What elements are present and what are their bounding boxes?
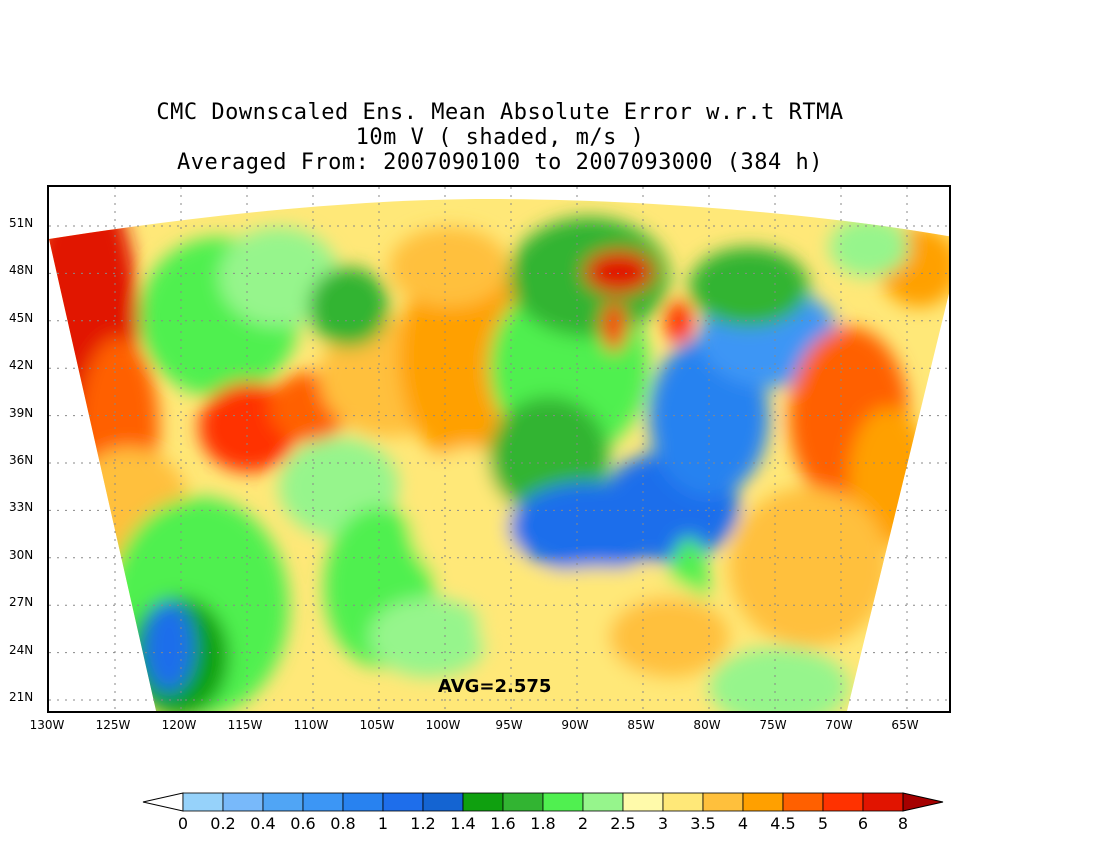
colorbar-tick-label: 5 [817, 814, 829, 833]
longitude-label: 75W [759, 718, 787, 732]
colorbar-tick-label: 6 [857, 814, 869, 833]
colorbar-tick-label: 0.6 [290, 814, 316, 833]
average-value-label: AVG=2.575 [438, 676, 552, 697]
colorbar-tick-label: 0.4 [250, 814, 276, 833]
colorbar-tick-label: 2.5 [610, 814, 636, 833]
latitude-label: 48N [9, 263, 34, 278]
colorbar-tick-label: 0.8 [330, 814, 356, 833]
colorbar-tick-label: 1.6 [490, 814, 516, 833]
latitude-label: 45N [9, 310, 34, 325]
title-line-3: Averaged From: 2007090100 to 2007093000 … [176, 150, 824, 175]
longitude-label: 100W [425, 718, 461, 732]
colorbar-over-arrow [902, 792, 944, 812]
longitude-label: 110W [293, 718, 329, 732]
longitude-label: 90W [561, 718, 589, 732]
colorbar-tick-label: 3 [657, 814, 669, 833]
map-panel [47, 185, 951, 713]
colorbar-under-arrow [142, 792, 184, 812]
colorbar-swatch [382, 792, 424, 812]
colorbar-tick-label: 1.2 [410, 814, 436, 833]
colorbar [142, 792, 944, 812]
colorbar-swatch [222, 792, 264, 812]
longitude-label: 125W [95, 718, 131, 732]
latitude-label: 24N [9, 642, 34, 657]
latitude-label: 51N [9, 216, 34, 230]
longitude-label: 95W [495, 718, 523, 732]
colorbar-swatch [542, 792, 584, 812]
colorbar-tick-label: 8 [897, 814, 909, 833]
colorbar-swatch [622, 792, 664, 812]
longitude-label: 115W [227, 718, 263, 732]
colorbar-tick-label: 2 [577, 814, 589, 833]
latitude-label: 33N [9, 500, 34, 515]
colorbar-swatch [502, 792, 544, 812]
colorbar-tick-label: 0 [177, 814, 189, 833]
colorbar-swatch [462, 792, 504, 812]
colorbar-swatch [662, 792, 704, 812]
colorbar-swatch [862, 792, 904, 812]
latitude-label: 27N [9, 595, 34, 610]
colorbar-swatch [702, 792, 744, 812]
colorbar-tick-label: 3.5 [690, 814, 716, 833]
title-line-1: CMC Downscaled Ens. Mean Absolute Error … [156, 100, 844, 125]
colorbar-tick-label: 0.2 [210, 814, 236, 833]
colorbar-tick-label: 1.4 [450, 814, 476, 833]
longitude-label: 85W [627, 718, 655, 732]
colorbar-tick-label: 4 [737, 814, 749, 833]
longitude-label: 130W [29, 718, 65, 732]
data-domain [49, 199, 949, 711]
longitude-label: 105W [359, 718, 395, 732]
map-title: CMC Downscaled Ens. Mean Absolute Error … [0, 100, 1000, 175]
lat-lon-grid [49, 187, 949, 711]
colorbar-swatch [822, 792, 864, 812]
colorbar-swatch [302, 792, 344, 812]
colorbar-swatch [422, 792, 464, 812]
colorbar-swatch [342, 792, 384, 812]
title-line-2: 10m V ( shaded, m/s ) [355, 125, 645, 150]
latitude-label: 30N [9, 547, 34, 562]
colorbar-swatch [742, 792, 784, 812]
latitude-label: 39N [9, 405, 34, 420]
shaded-field-map [49, 187, 949, 711]
longitude-label: 65W [891, 718, 919, 732]
longitude-label: 70W [825, 718, 853, 732]
colorbar-tick-label: 1.8 [530, 814, 556, 833]
colorbar-tick-label: 1 [377, 814, 389, 833]
colorbar-tick-label: 4.5 [770, 814, 796, 833]
latitude-label: 36N [9, 453, 34, 467]
longitude-label: 80W [693, 718, 721, 732]
latitude-label: 21N [9, 690, 34, 704]
colorbar-swatch [182, 792, 224, 812]
longitude-label: 120W [161, 718, 197, 732]
colorbar-swatch [782, 792, 824, 812]
colorbar-swatch [582, 792, 624, 812]
colorbar-swatch [262, 792, 304, 812]
latitude-label: 42N [9, 358, 34, 373]
